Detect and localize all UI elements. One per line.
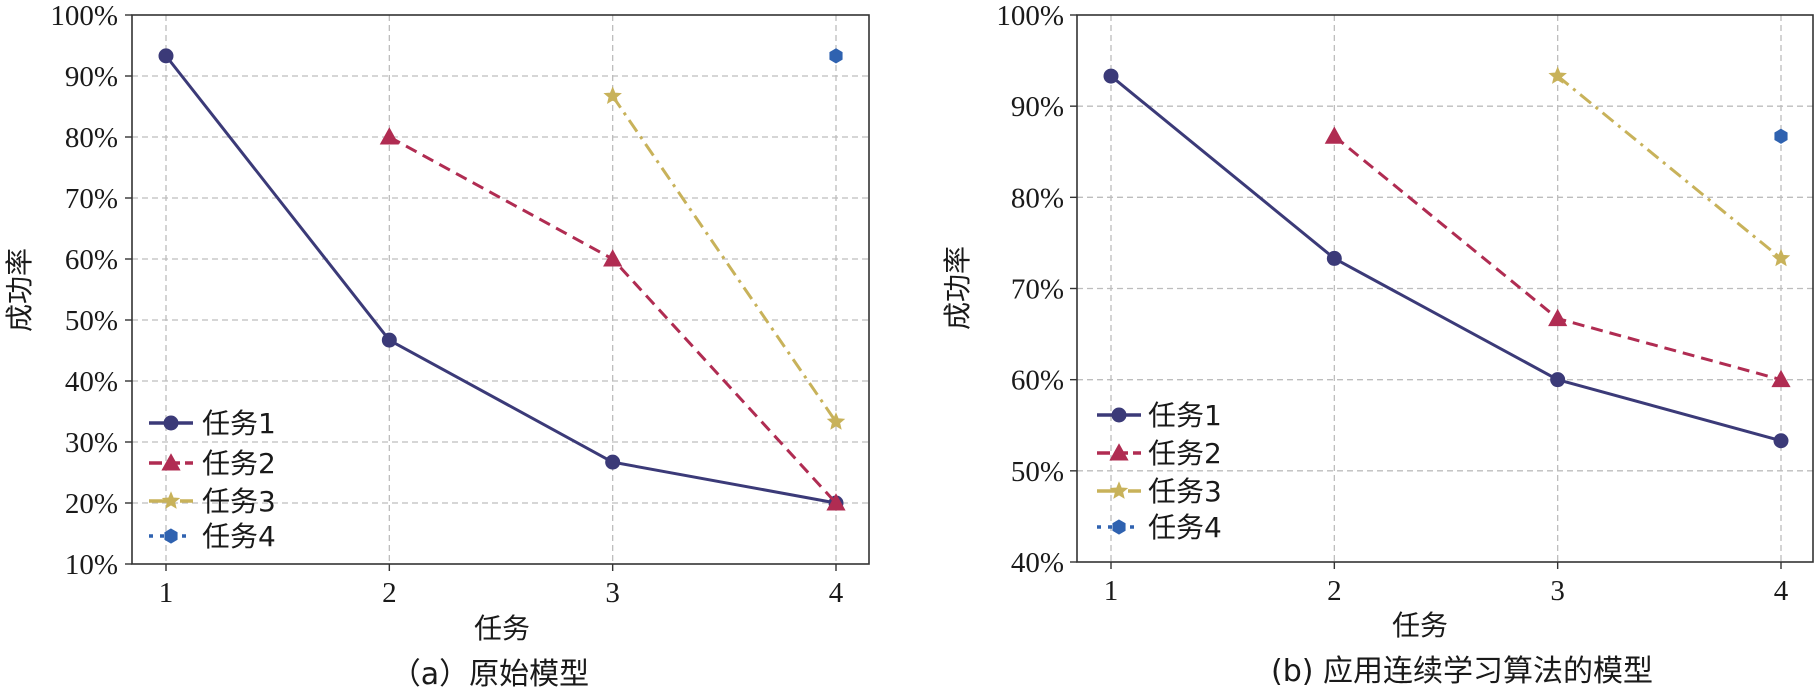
data-point [1771, 248, 1791, 267]
legend-item: 任务2 [1097, 437, 1222, 470]
series-1 [158, 48, 844, 511]
legend-marker [1111, 407, 1127, 423]
x-tick-label: 4 [1774, 575, 1789, 607]
legend-label: 任务2 [202, 447, 276, 480]
data-point [1548, 308, 1568, 327]
legend-item: 任务4 [149, 520, 276, 553]
series-line [164, 54, 837, 505]
x-axis-label: 任务 [474, 612, 530, 645]
panel-a: 1 2 3 410%20%30%40%50%60%70%80%90%100% 任务1任… [3, 0, 870, 692]
data-point [826, 412, 846, 430]
data-point [1773, 433, 1789, 449]
axis-ticks: 1 2 3 4 10% 20% 30% 40% 50% 60% 70% 80% 90% 100% [50, 0, 843, 609]
series-layer [158, 48, 846, 511]
y-tick-label: 60% [1011, 365, 1064, 397]
gridlines [132, 15, 869, 564]
data-point [1103, 68, 1119, 84]
x-tick-label: 4 [829, 577, 844, 609]
data-point [605, 454, 621, 470]
y-tick-label: 50% [65, 305, 118, 337]
y-tick-label: 90% [1011, 91, 1064, 123]
y-tick-label: 100% [996, 0, 1064, 32]
legend-marker [161, 491, 181, 509]
series-2 [379, 127, 846, 511]
legend-marker [161, 453, 181, 471]
x-tick-label: 2 [1327, 575, 1342, 607]
data-point [603, 86, 622, 104]
legend-label: 任务2 [1148, 437, 1222, 470]
x-tick-label: 1 [159, 577, 174, 609]
legend-item: 任务1 [149, 407, 276, 440]
series-layer [1103, 66, 1791, 449]
data-point [379, 127, 399, 145]
legend-item: 任务3 [1097, 475, 1222, 508]
legend-label: 任务3 [202, 485, 276, 518]
y-tick-label: 90% [65, 61, 118, 93]
x-tick-label: 3 [605, 577, 620, 609]
data-point [1771, 369, 1791, 388]
x-tick-label: 1 [1104, 575, 1119, 607]
series-line [1110, 74, 1782, 443]
series-3 [603, 86, 846, 430]
legend-marker [163, 415, 179, 431]
legend-item: 任务1 [1097, 399, 1222, 432]
data-point [1774, 128, 1788, 144]
y-tick-label: 10% [65, 549, 118, 581]
y-tick-label: 70% [65, 183, 118, 215]
legend-marker [1109, 443, 1129, 461]
axis-ticks: 1 2 3 4 40% 50% 60% 70% 80% 90% 100% [996, 0, 1788, 607]
data-point [1324, 126, 1344, 144]
y-tick-label: 70% [1011, 274, 1064, 306]
data-point [829, 48, 843, 64]
data-point [603, 249, 623, 267]
legend-item: 任务4 [1097, 511, 1222, 544]
series-line [1556, 74, 1782, 260]
legend-label: 任务3 [1148, 475, 1222, 508]
caption: (b) 应用连续学习算法的模型 [1271, 654, 1653, 689]
legend-label: 任务1 [1148, 399, 1222, 432]
y-tick-label: 80% [65, 122, 118, 154]
data-point [1548, 66, 1567, 84]
y-tick-label: 20% [65, 488, 118, 520]
legend-item: 任务2 [149, 447, 276, 480]
y-axis-label: 成功率 [941, 246, 974, 330]
y-tick-label: 40% [65, 366, 118, 398]
legend-marker [1112, 519, 1126, 535]
plot-frame [131, 14, 870, 565]
legend-label: 任务4 [202, 520, 276, 553]
panel-b: 1 2 3 440%50%60%70%80%90%100% 任务1任务2任务3任务4 … [941, 0, 1814, 689]
series-3 [1548, 66, 1791, 267]
legend-item: 任务3 [149, 485, 276, 518]
data-point [381, 332, 397, 348]
y-tick-label: 100% [50, 0, 118, 32]
data-point [1550, 372, 1566, 388]
y-tick-label: 60% [65, 244, 118, 276]
legend-marker [164, 528, 178, 544]
series-4 [829, 48, 843, 64]
data-point [158, 48, 174, 64]
y-axis-label: 成功率 [3, 248, 36, 332]
y-tick-label: 30% [65, 427, 118, 459]
x-tick-label: 3 [1550, 575, 1565, 607]
legend-label: 任务4 [1148, 511, 1222, 544]
x-tick-label: 2 [382, 577, 397, 609]
y-tick-label: 50% [1011, 456, 1064, 488]
x-axis-label: 任务 [1392, 609, 1448, 642]
data-point [1326, 250, 1342, 266]
legend-label: 任务1 [202, 407, 276, 440]
series-1 [1103, 68, 1789, 449]
legend-marker [1109, 481, 1129, 499]
caption: （a）原始模型 [391, 657, 589, 692]
series-4 [1774, 128, 1788, 144]
y-tick-label: 40% [1011, 547, 1064, 579]
series-line [611, 95, 838, 423]
data-point [826, 493, 846, 511]
series-2 [1324, 126, 1791, 388]
y-tick-label: 80% [1011, 182, 1064, 214]
gridlines [1077, 15, 1813, 562]
